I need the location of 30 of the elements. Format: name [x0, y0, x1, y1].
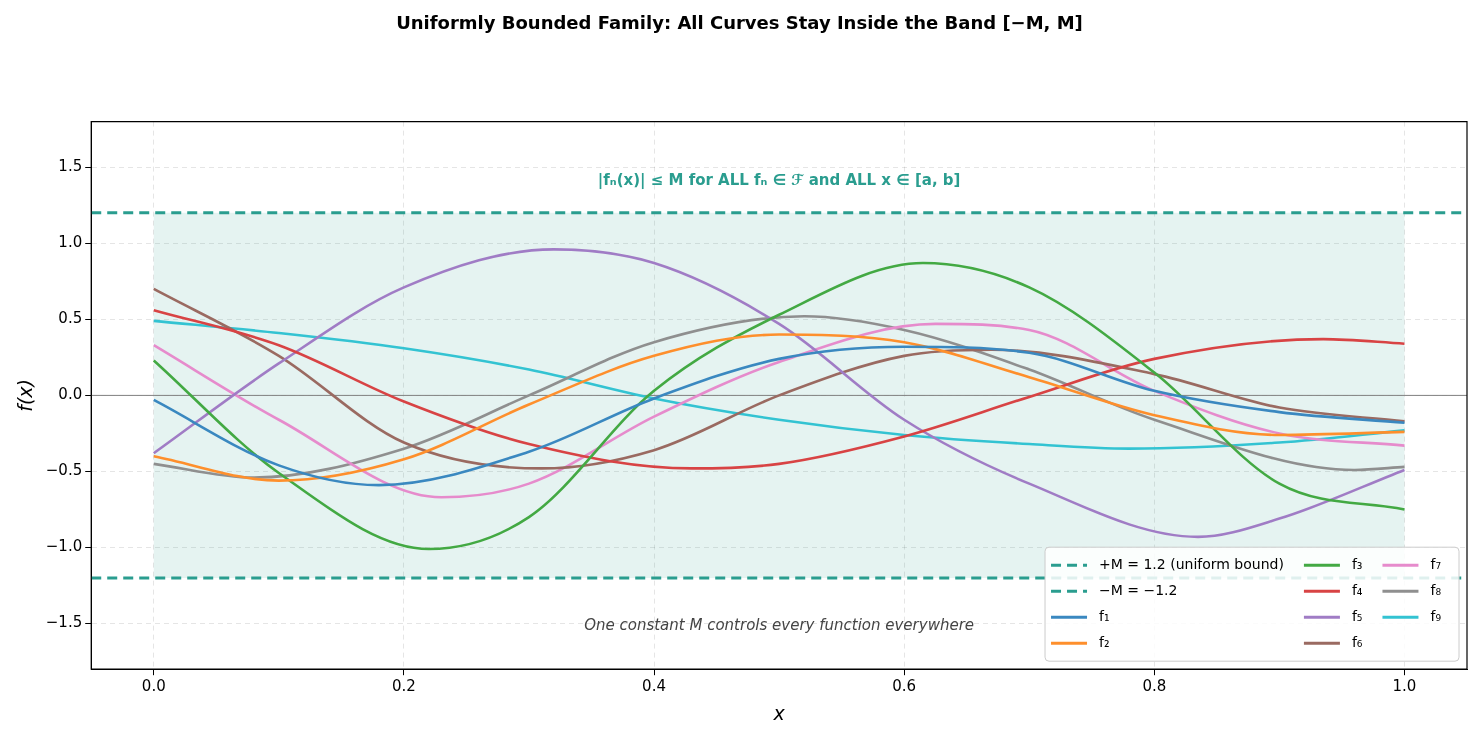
x-tick-label: 0.8 [1142, 677, 1167, 696]
y-tick-label: 0.0 [58, 385, 83, 404]
y-tick-label: −1.5 [45, 613, 83, 632]
x-tick-label: 0.0 [141, 677, 166, 696]
legend-label: +M = 1.2 (uniform bound) [1099, 555, 1284, 572]
line-series [152, 319, 1406, 450]
x-tick-label: 0.4 [642, 677, 666, 696]
legend-label: f₄ [1351, 581, 1363, 598]
legend-label: f₅ [1351, 607, 1363, 624]
annotation: One constant M controls every function everywhere [584, 616, 975, 635]
legend-label: f₂ [1099, 633, 1110, 650]
x-tick-label: 1.0 [1392, 677, 1417, 696]
annotation: |fₙ(x)| ≤ M for ALL fₙ ∈ ℱ and ALL x ∈ [a, b] [597, 171, 961, 191]
y-axis-title: f(x) [14, 379, 37, 412]
chart-title: Uniformly Bounded Family: All Curves Stay Inside the Band [−M, M] [396, 12, 1083, 34]
y-tick-label: 1.5 [58, 157, 83, 176]
ref-line-label: −M = −1.2 [1099, 581, 1178, 598]
y-tick-label: 1.0 [58, 233, 83, 252]
x-tick-label: 0.2 [391, 677, 416, 696]
legend-label: f₈ [1430, 581, 1442, 598]
y-tick-label: −0.5 [45, 461, 83, 480]
legend-label: f₇ [1430, 555, 1442, 572]
legend-label: f₃ [1351, 555, 1363, 572]
x-tick-label: 0.6 [892, 677, 917, 696]
x-axis-title: x [772, 701, 786, 724]
legend-label: f₉ [1430, 607, 1442, 624]
y-tick-label: −1.0 [45, 537, 83, 556]
legend-label: f₁ [1099, 607, 1110, 624]
legend-label: f₆ [1351, 633, 1363, 650]
y-tick-label: 0.5 [58, 309, 83, 328]
